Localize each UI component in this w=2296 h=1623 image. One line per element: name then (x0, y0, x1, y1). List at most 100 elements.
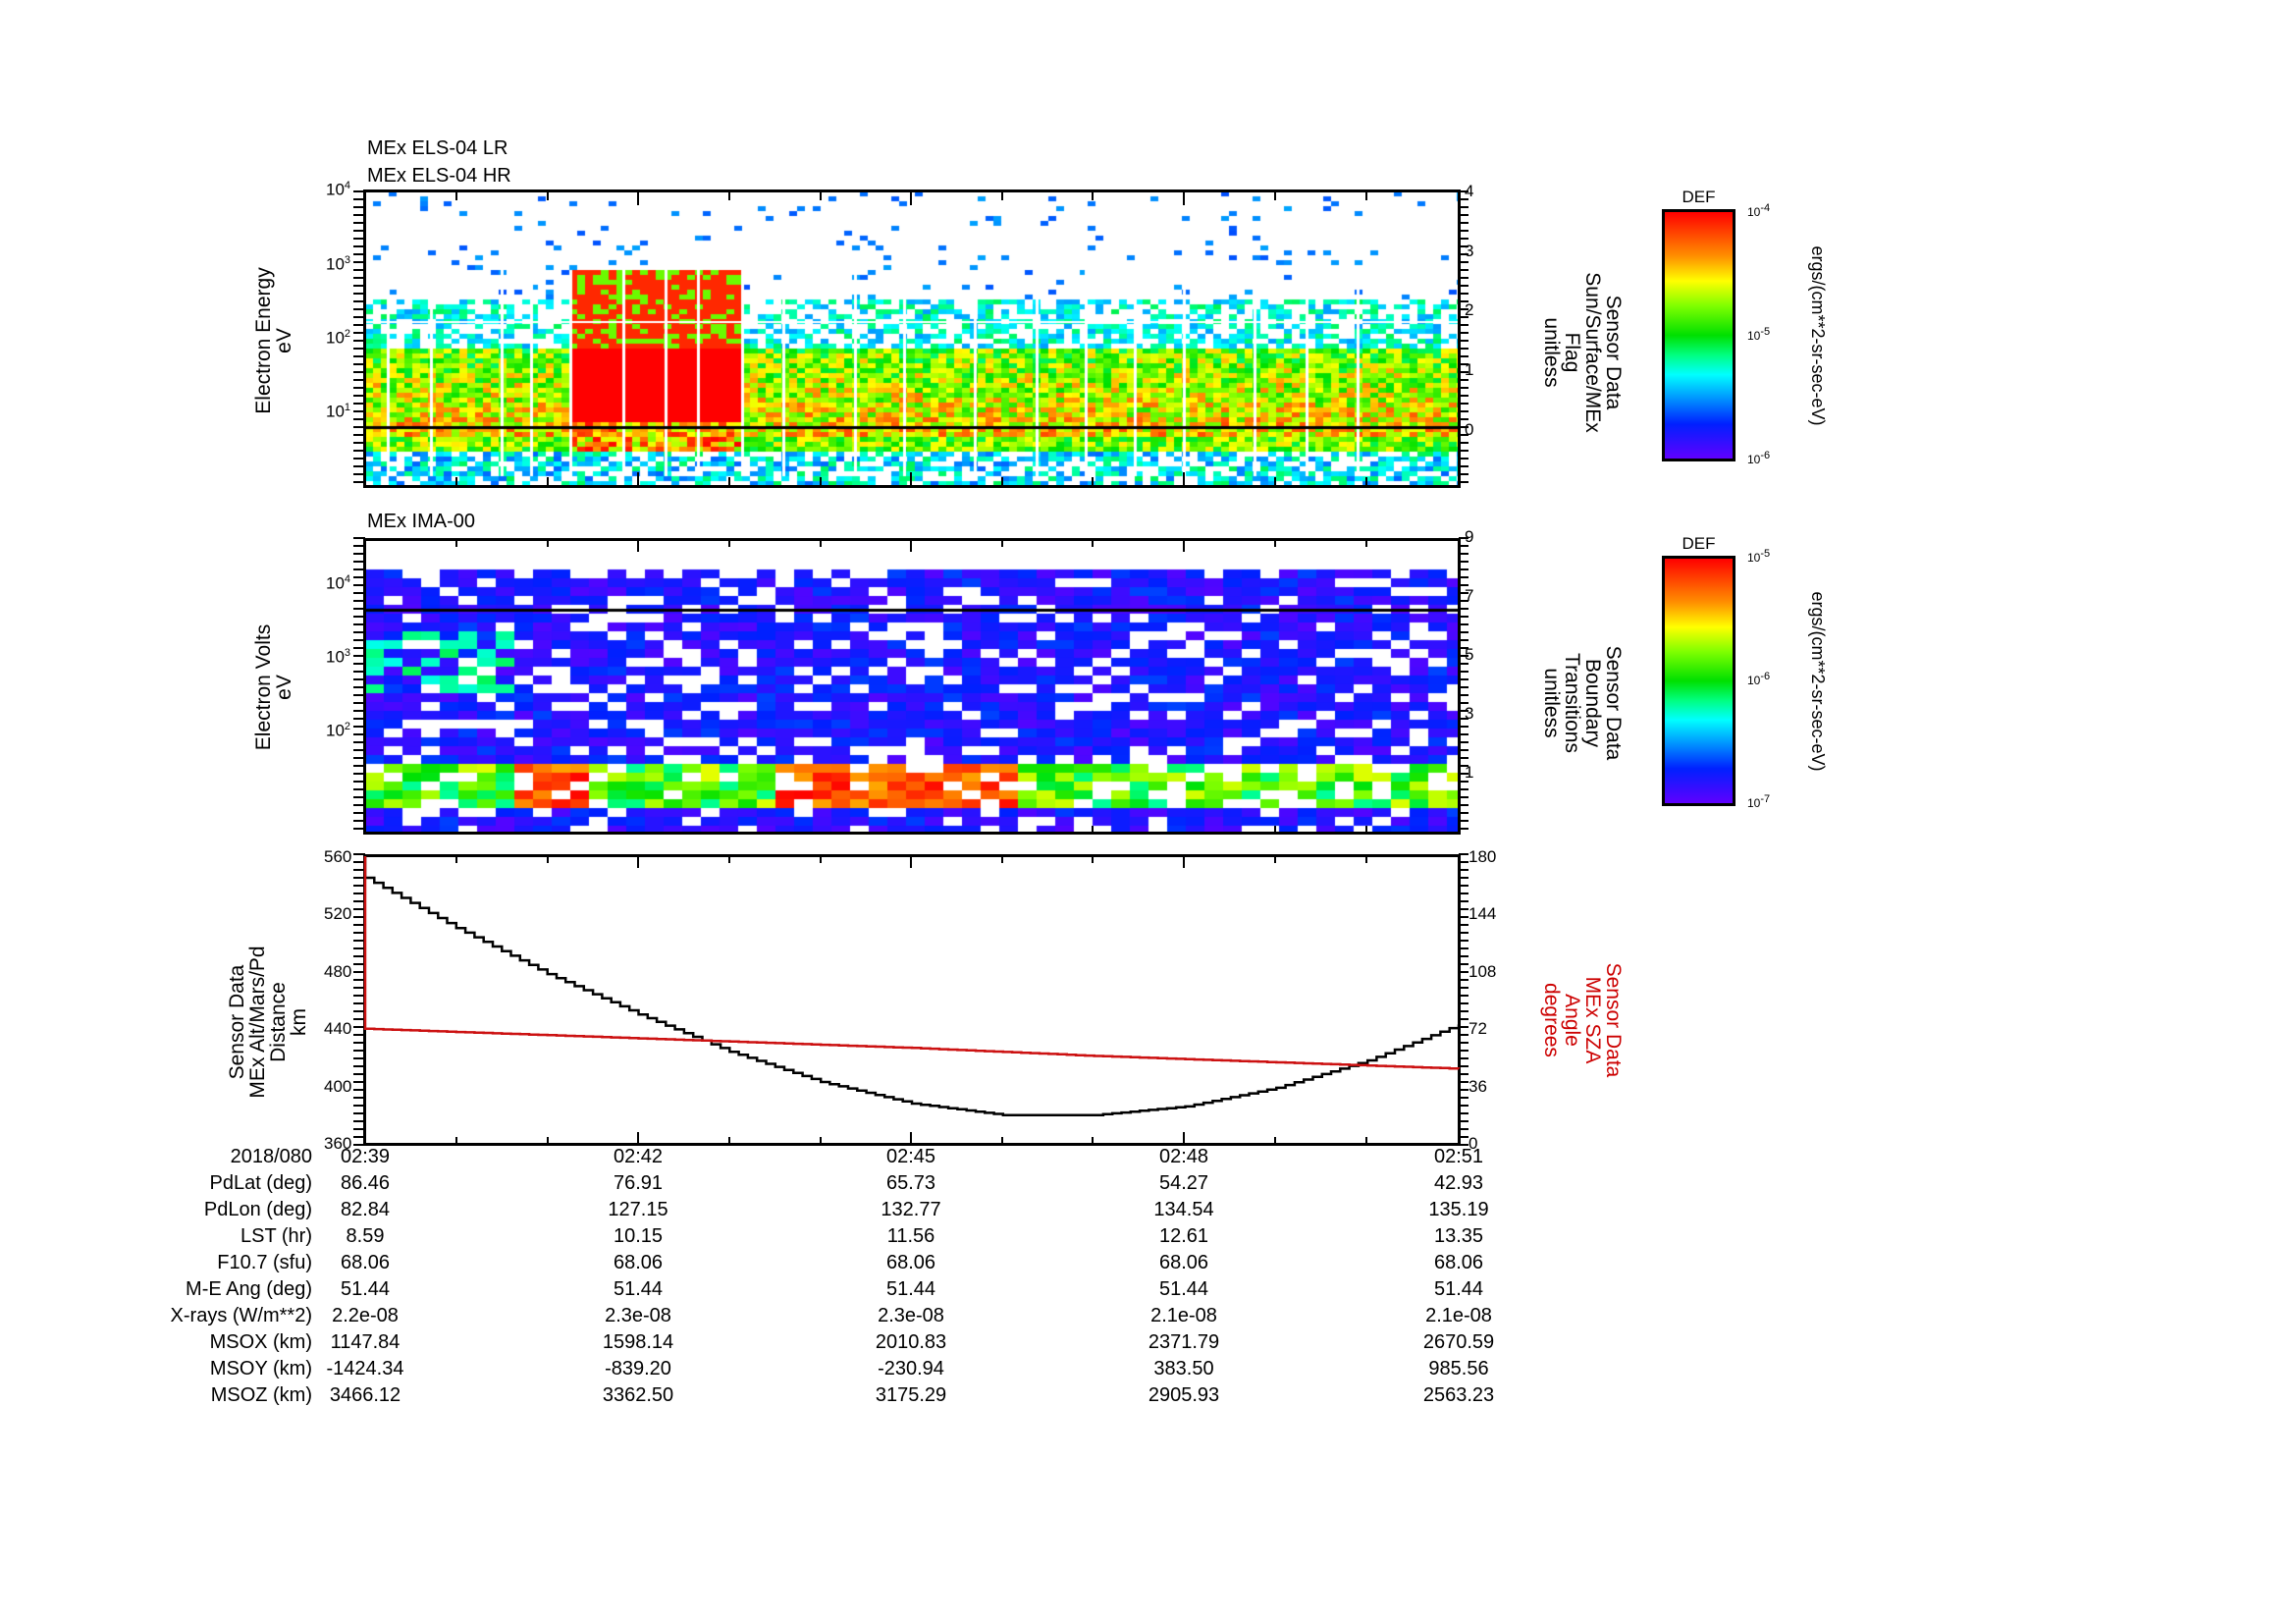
orbit-y2tick-72: 72 (1468, 1019, 1487, 1038)
ephemeris-value: 135.19 (1428, 1199, 1489, 1220)
ephemeris-value: 2.3e-08 (605, 1305, 671, 1326)
els-y2tick-2: 2 (1465, 300, 1474, 319)
els-y2tick-1: 1 (1465, 360, 1474, 379)
els-spectrogram (365, 191, 1459, 486)
orbit-y2tick-0: 0 (1468, 1134, 1478, 1153)
ima-ytick-1e2: 102 (326, 721, 351, 740)
ephemeris-value: -1424.34 (326, 1358, 404, 1380)
els-ytick-1e1: 101 (326, 402, 351, 421)
ephemeris-row-msoy: MSOY (km) -1424.34 -839.20 -230.94 383.5… (0, 1358, 2296, 1384)
els-ytick-1e2: 102 (326, 328, 351, 348)
ephemeris-value: 8.59 (346, 1225, 385, 1247)
ephemeris-value: 68.06 (885, 1252, 936, 1273)
ephemeris-value: 3175.29 (875, 1384, 947, 1406)
ephemeris-value: 2.1e-08 (1150, 1305, 1217, 1326)
ephemeris-label: 2018/080 (230, 1146, 312, 1167)
ephemeris-value: 02:45 (885, 1146, 936, 1167)
ephemeris-row-lst: LST (hr) 8.59 10.15 11.56 12.61 13.35 (0, 1225, 2296, 1252)
els-y2-axis-label: Sensor Data Sun/Surface/MEx Flag unitles… (1540, 272, 1625, 433)
ephemeris-value: 2670.59 (1422, 1331, 1495, 1353)
els-colorbar (1662, 209, 1735, 461)
els-y2tick-0: 0 (1465, 420, 1474, 439)
ephemeris-value: 2563.23 (1422, 1384, 1495, 1406)
els-y2tick-4: 4 (1465, 182, 1474, 200)
ephemeris-value: 10.15 (613, 1225, 664, 1247)
orbit-ytick-440: 440 (324, 1019, 352, 1038)
ephemeris-label: PdLat (deg) (209, 1172, 312, 1194)
ephemeris-row-msox: MSOX (km) 1147.84 1598.14 2010.83 2371.7… (0, 1331, 2296, 1358)
ephemeris-value: 1147.84 (330, 1331, 400, 1353)
ephemeris-value: 2905.93 (1148, 1384, 1220, 1406)
els-plot-frame (363, 189, 1461, 488)
ephemeris-value: 51.44 (613, 1278, 664, 1300)
ephemeris-value: 76.91 (613, 1172, 664, 1194)
ephemeris-value: 51.44 (1158, 1278, 1209, 1300)
orbit-line-plot (363, 856, 1461, 1116)
ima-cb-tick-mid: 10-6 (1747, 671, 1771, 687)
ephemeris-value: 383.50 (1153, 1358, 1214, 1380)
orbit-y2tick-36: 36 (1468, 1077, 1487, 1096)
orbit-y-axis-label: Sensor Data MEx Alt/Mars/Pd Distance km (226, 946, 310, 1099)
orbit-y2tick-144: 144 (1468, 904, 1497, 923)
orbit-y2tick-108: 108 (1468, 962, 1497, 981)
orbit-ytick-560: 560 (324, 847, 352, 866)
ima-plot-frame (363, 538, 1461, 835)
ima-colorbar-title: DEF (1682, 534, 1716, 553)
ephemeris-value: 42.93 (1433, 1172, 1484, 1194)
ephemeris-row-time: 2018/080 02:39 02:42 02:45 02:48 02:51 (0, 1146, 2296, 1172)
ephemeris-label: MSOX (km) (209, 1331, 312, 1353)
ima-y2tick-5: 5 (1465, 645, 1474, 664)
ima-colorbar-units: ergs/(cm**2-sr-sec-eV) (1808, 591, 1828, 772)
ephemeris-value: 132.77 (881, 1199, 941, 1220)
els-colorbar-title: DEF (1682, 188, 1716, 206)
ephemeris-value: -839.20 (605, 1358, 671, 1380)
ephemeris-value: 51.44 (340, 1278, 391, 1300)
panel-title-els-hr: MEx ELS-04 HR (367, 165, 511, 187)
ephemeris-value: 2371.79 (1148, 1331, 1220, 1353)
els-colorbar-units: ergs/(cm**2-sr-sec-eV) (1808, 245, 1828, 426)
els-ytick-1e4: 104 (326, 180, 351, 199)
ima-ytick-1e3: 103 (326, 647, 351, 667)
ephemeris-value: 12.61 (1158, 1225, 1209, 1247)
ima-colorbar (1662, 556, 1735, 806)
ephemeris-value: 68.06 (1433, 1252, 1484, 1273)
els-y-axis-label: Electron Energy eV (252, 267, 295, 414)
orbit-y2tick-180: 180 (1468, 847, 1497, 866)
ima-y2-axis-label: Sensor Data Boundary Transitions unitles… (1540, 645, 1625, 761)
ephemeris-value: 2.3e-08 (878, 1305, 944, 1326)
ephemeris-row-pdlon: PdLon (deg) 82.84 127.15 132.77 134.54 1… (0, 1199, 2296, 1225)
ephemeris-label: MSOY (km) (209, 1358, 312, 1380)
ima-y2tick-9: 9 (1465, 527, 1474, 546)
ima-cb-tick-top: 10-5 (1747, 548, 1771, 565)
els-cb-tick-mid: 10-5 (1747, 326, 1771, 343)
els-y2tick-3: 3 (1465, 242, 1474, 260)
ephemeris-value: 86.46 (340, 1172, 391, 1194)
ephemeris-value: 02:39 (340, 1146, 391, 1167)
ephemeris-row-f107: F10.7 (sfu) 68.06 68.06 68.06 68.06 68.0… (0, 1252, 2296, 1278)
orbit-ytick-360: 360 (324, 1134, 352, 1153)
ima-y2tick-7: 7 (1465, 586, 1474, 605)
ephemeris-label: MSOZ (km) (210, 1384, 312, 1406)
ephemeris-value: 68.06 (613, 1252, 664, 1273)
ephemeris-value: 68.06 (1158, 1252, 1209, 1273)
orbit-y2-axis-label: Sensor Data MEx SZA Angle degrees (1540, 962, 1625, 1078)
ephemeris-row-me-ang: M-E Ang (deg) 51.44 51.44 51.44 51.44 51… (0, 1278, 2296, 1305)
ephemeris-value: 51.44 (885, 1278, 936, 1300)
ephemeris-label: LST (hr) (240, 1225, 312, 1247)
ima-spectrogram (365, 540, 1459, 833)
ephemeris-row-xrays: X-rays (W/m**2) 2.2e-08 2.3e-08 2.3e-08 … (0, 1305, 2296, 1331)
ephemeris-value: 54.27 (1158, 1172, 1209, 1194)
panel-title-els-lr: MEx ELS-04 LR (367, 137, 508, 159)
ephemeris-value: 2010.83 (875, 1331, 947, 1353)
ephemeris-value: 65.73 (885, 1172, 936, 1194)
ephemeris-value: 82.84 (340, 1199, 391, 1220)
ephemeris-label: M-E Ang (deg) (186, 1278, 312, 1300)
els-ytick-1e3: 103 (326, 254, 351, 274)
ephemeris-value: 1598.14 (602, 1331, 674, 1353)
ephemeris-row-msoz: MSOZ (km) 3466.12 3362.50 3175.29 2905.9… (0, 1384, 2296, 1411)
orbit-ytick-400: 400 (324, 1077, 352, 1096)
ephemeris-value: 985.56 (1428, 1358, 1489, 1380)
ima-cb-tick-bottom: 10-7 (1747, 793, 1771, 810)
ima-y2tick-3: 3 (1465, 704, 1474, 723)
panel-title-ima: MEx IMA-00 (367, 511, 476, 532)
